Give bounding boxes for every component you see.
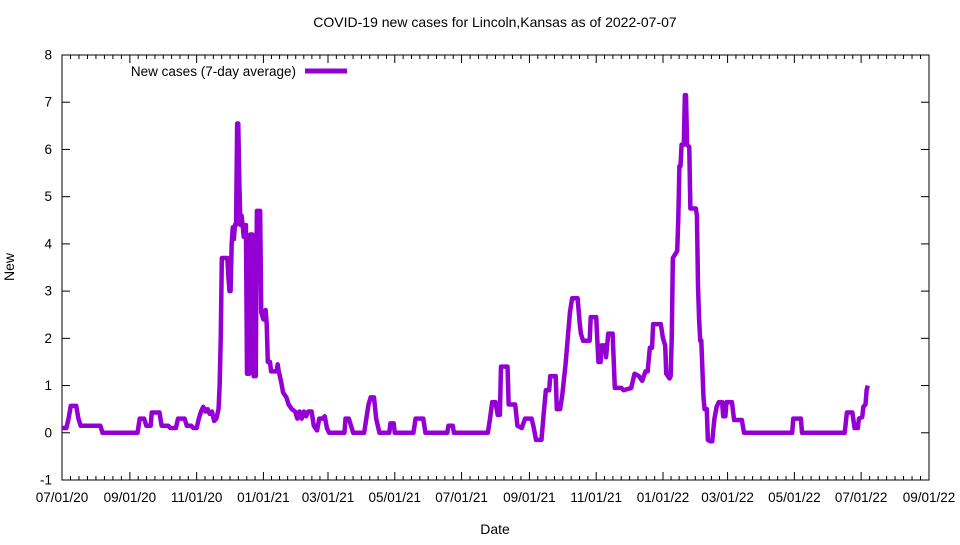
y-tick-label: 3 <box>44 284 52 299</box>
legend-label: New cases (7-day average) <box>131 64 296 79</box>
x-axis-label: Date <box>480 521 510 537</box>
x-tick-label: 07/01/21 <box>435 490 488 505</box>
axes <box>61 54 930 481</box>
x-tick-label: 11/01/20 <box>171 490 223 505</box>
x-tick-label: 05/01/22 <box>768 490 821 505</box>
x-tick-label: 05/01/21 <box>369 490 422 505</box>
x-tick-label: 01/01/22 <box>637 490 690 505</box>
x-tick-label: 09/01/20 <box>104 490 157 505</box>
x-tick-label: 09/01/22 <box>903 490 956 505</box>
y-tick-label: -1 <box>40 473 52 488</box>
legend: New cases (7-day average) <box>131 64 347 79</box>
x-tick-label: 07/01/20 <box>36 490 89 505</box>
y-tick-label: 6 <box>44 142 52 157</box>
y-axis-label: New <box>1 252 17 281</box>
chart-title: COVID-19 new cases for Lincoln,Kansas as… <box>313 14 677 30</box>
x-tick-label: 01/01/21 <box>237 490 290 505</box>
y-tick-label: 8 <box>44 48 52 63</box>
y-tick-label: 7 <box>44 95 52 110</box>
y-tick-label: 2 <box>44 331 52 346</box>
series-line <box>62 92 870 444</box>
x-tick-label: 07/01/22 <box>835 490 888 505</box>
x-tick-label: 11/01/21 <box>570 490 622 505</box>
x-tick-label: 03/01/21 <box>302 490 355 505</box>
y-tick-label: 1 <box>44 378 52 393</box>
plot-border <box>61 54 930 481</box>
data-line <box>62 92 870 444</box>
y-tick-label: 5 <box>44 189 52 204</box>
tick-labels: 07/01/20 09/01/20 11/01/20 01/01/21 03/01/21… <box>36 48 956 506</box>
x-tick-label: 03/01/22 <box>701 490 754 505</box>
x-tick-label: 09/01/21 <box>503 490 556 505</box>
y-tick-label: 0 <box>44 425 52 440</box>
y-tick-label: 4 <box>44 236 52 251</box>
